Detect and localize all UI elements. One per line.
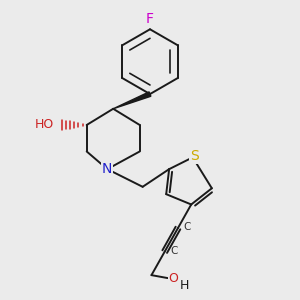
Text: S: S	[190, 149, 199, 163]
Text: F: F	[146, 12, 154, 26]
Text: N: N	[102, 162, 112, 176]
Text: O: O	[169, 272, 178, 285]
Polygon shape	[113, 92, 151, 109]
Text: HO: HO	[35, 118, 54, 131]
Text: C: C	[183, 222, 190, 232]
Text: C: C	[170, 246, 177, 256]
Text: H: H	[179, 279, 189, 292]
